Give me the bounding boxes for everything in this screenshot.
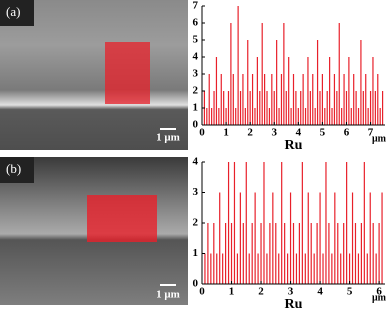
y-tick-label: 1 [193,247,199,259]
y-tick-label: 5 [193,34,199,46]
x-tick-label: 2 [247,127,253,139]
x-tick-label: 3 [271,127,277,139]
panel-label: (a) [6,4,20,19]
y-tick-label: 1 [193,102,199,114]
x-axis-label: Ru [285,297,303,309]
panel-label: (b) [6,161,21,176]
x-axis-unit: μm [372,133,387,144]
x-tick-label: 5 [320,127,326,139]
x-tick-label: 3 [288,286,294,298]
y-tick-label: 4 [193,156,199,168]
x-tick-label: 0 [199,286,205,298]
sem-image-b [0,157,188,305]
x-tick-label: 2 [258,286,264,298]
x-tick-label: 4 [296,127,302,139]
scale-bar-label: 1 μm [156,289,180,301]
y-tick-label: 7 [193,0,199,12]
x-axis-unit: μm [372,292,387,303]
x-tick-label: 0 [199,127,205,139]
y-tick-label: 2 [193,217,199,229]
y-tick-label: 0 [193,119,199,131]
y-tick-label: 6 [193,17,199,29]
y-tick-label: 3 [193,68,199,80]
x-tick-label: 1 [229,286,235,298]
y-tick-label: 2 [193,85,199,97]
sem-image-a [0,0,188,150]
x-tick-label: 7 [368,127,374,139]
scale-bar-label: 1 μm [156,132,180,144]
x-tick-label: 6 [344,127,350,139]
x-tick-label: 4 [317,286,323,298]
y-tick-label: 4 [193,51,199,63]
y-tick-label: 0 [193,278,199,290]
x-tick-label: 5 [347,286,353,298]
x-tick-label: 6 [376,286,382,298]
x-axis-label: Ru [285,138,303,153]
y-tick-label: 3 [193,186,199,198]
x-tick-label: 1 [223,127,229,139]
